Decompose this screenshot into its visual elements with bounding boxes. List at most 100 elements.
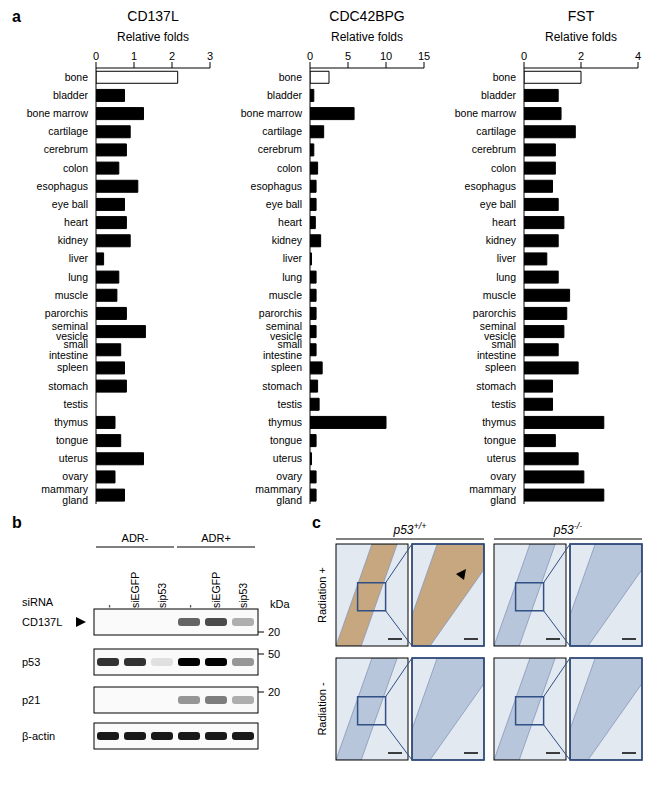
svg-text:bladder: bladder	[481, 89, 517, 101]
svg-text:bladder: bladder	[53, 89, 89, 101]
svg-text:uterus: uterus	[59, 452, 88, 464]
svg-text:bone: bone	[493, 71, 517, 83]
svg-text:muscle: muscle	[55, 289, 88, 301]
svg-text:smallintestine: smallintestine	[477, 338, 516, 361]
svg-text:cartilage: cartilage	[48, 125, 88, 137]
svg-text:c: c	[312, 514, 321, 531]
svg-text:kidney: kidney	[58, 234, 89, 246]
svg-text:2: 2	[169, 50, 175, 62]
svg-text:colon: colon	[63, 162, 88, 174]
svg-text:liver: liver	[283, 252, 303, 264]
svg-text:bone: bone	[65, 71, 89, 83]
svg-text:p21: p21	[22, 694, 40, 706]
svg-text:colon: colon	[277, 162, 302, 174]
svg-text:b: b	[12, 514, 22, 531]
svg-text:ovary: ovary	[62, 470, 88, 482]
svg-text:4: 4	[635, 50, 641, 62]
svg-text:cerebrum: cerebrum	[472, 143, 517, 155]
svg-text:smallintestine: smallintestine	[49, 338, 88, 361]
svg-text:p53: p53	[22, 656, 40, 668]
svg-text:bone marrow: bone marrow	[241, 107, 303, 119]
svg-text:spleen: spleen	[485, 361, 516, 373]
svg-text:0: 0	[307, 50, 313, 62]
svg-text:ovary: ovary	[490, 470, 516, 482]
svg-text:β-actin: β-actin	[22, 730, 55, 742]
svg-text:parorchis: parorchis	[259, 307, 302, 319]
svg-text:tongue: tongue	[270, 434, 302, 446]
svg-text:0: 0	[521, 50, 527, 62]
svg-text:spleen: spleen	[57, 361, 88, 373]
svg-text:mammarygland: mammarygland	[41, 483, 88, 506]
svg-text:Radiation +: Radiation +	[316, 567, 328, 623]
svg-text:lung: lung	[68, 271, 88, 283]
svg-text:kidney: kidney	[486, 234, 517, 246]
svg-text:siRNA: siRNA	[22, 596, 54, 608]
svg-text:kidney: kidney	[272, 234, 303, 246]
svg-text:cerebrum: cerebrum	[258, 143, 303, 155]
svg-text:spleen: spleen	[271, 361, 302, 373]
svg-text:esophagus: esophagus	[37, 180, 88, 192]
svg-text:50: 50	[268, 648, 280, 660]
svg-text:cartilage: cartilage	[262, 125, 302, 137]
svg-text:p53-/-: p53-/-	[553, 521, 583, 537]
svg-text:2: 2	[578, 50, 584, 62]
svg-text:-: -	[183, 604, 195, 608]
svg-text:sip53: sip53	[237, 583, 249, 608]
svg-text:-: -	[102, 604, 114, 608]
svg-text:eye ball: eye ball	[52, 198, 88, 210]
svg-text:ovary: ovary	[276, 470, 302, 482]
svg-text:tongue: tongue	[484, 434, 516, 446]
svg-text:ADR-: ADR-	[122, 532, 149, 544]
svg-text:liver: liver	[497, 252, 517, 264]
svg-text:eye ball: eye ball	[480, 198, 516, 210]
svg-text:1: 1	[131, 50, 137, 62]
svg-text:heart: heart	[278, 216, 302, 228]
svg-text:5: 5	[345, 50, 351, 62]
svg-text:muscle: muscle	[483, 289, 516, 301]
svg-text:testis: testis	[277, 398, 302, 410]
svg-text:10: 10	[380, 50, 392, 62]
svg-text:esophagus: esophagus	[465, 180, 516, 192]
svg-text:tongue: tongue	[56, 434, 88, 446]
svg-text:bone marrow: bone marrow	[27, 107, 89, 119]
svg-text:uterus: uterus	[273, 452, 302, 464]
svg-text:siEGFP: siEGFP	[129, 572, 141, 608]
svg-text:lung: lung	[496, 271, 516, 283]
svg-text:parorchis: parorchis	[473, 307, 516, 319]
svg-text:3: 3	[207, 50, 213, 62]
svg-text:kDa: kDa	[270, 598, 290, 610]
svg-text:thymus: thymus	[268, 416, 302, 428]
svg-text:Radiation -: Radiation -	[316, 682, 328, 736]
svg-text:cerebrum: cerebrum	[44, 143, 89, 155]
svg-text:bone: bone	[279, 71, 303, 83]
svg-text:p53+/+: p53+/+	[392, 521, 426, 537]
svg-text:20: 20	[268, 686, 280, 698]
svg-text:parorchis: parorchis	[45, 307, 88, 319]
svg-text:stomach: stomach	[48, 380, 88, 392]
svg-text:sip53: sip53	[156, 583, 168, 608]
svg-text:mammarygland: mammarygland	[255, 483, 302, 506]
svg-text:cartilage: cartilage	[476, 125, 516, 137]
svg-text:stomach: stomach	[262, 380, 302, 392]
svg-text:siEGFP: siEGFP	[210, 572, 222, 608]
svg-text:testis: testis	[491, 398, 516, 410]
svg-text:uterus: uterus	[487, 452, 516, 464]
svg-text:liver: liver	[69, 252, 89, 264]
svg-text:mammarygland: mammarygland	[469, 483, 516, 506]
svg-text:ADR+: ADR+	[201, 532, 231, 544]
svg-text:esophagus: esophagus	[251, 180, 302, 192]
svg-text:bladder: bladder	[267, 89, 303, 101]
svg-text:lung: lung	[282, 271, 302, 283]
svg-text:20: 20	[268, 626, 280, 638]
svg-text:eye ball: eye ball	[266, 198, 302, 210]
svg-text:bone marrow: bone marrow	[455, 107, 517, 119]
svg-text:15: 15	[418, 50, 430, 62]
svg-text:thymus: thymus	[482, 416, 516, 428]
svg-text:heart: heart	[492, 216, 516, 228]
svg-text:smallintestine: smallintestine	[263, 338, 302, 361]
svg-text:heart: heart	[64, 216, 88, 228]
svg-text:muscle: muscle	[269, 289, 302, 301]
svg-text:CD137L: CD137L	[22, 616, 62, 628]
svg-text:stomach: stomach	[476, 380, 516, 392]
svg-text:0: 0	[93, 50, 99, 62]
